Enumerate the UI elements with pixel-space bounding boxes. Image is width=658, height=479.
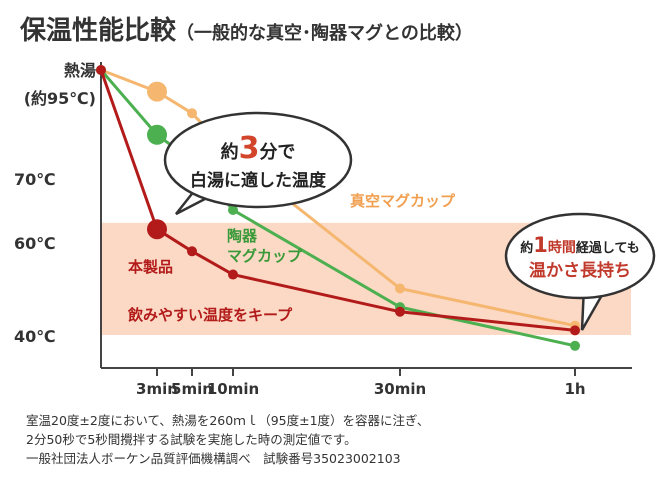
series-marker-large [147, 124, 167, 145]
product-label: 本製品 [128, 258, 173, 276]
footnote-line-1: 室温20度±2度において、熱湯を260ｍｌ（95度±1度）を容器に注ぎ、 [26, 413, 430, 428]
chart-subtitle: （一般的な真空･陶器マグとの比較） [176, 23, 473, 44]
footnote-line-3: 一般社団法人ボーケン品質評価機構調べ 試験番号35023002103 [26, 451, 401, 466]
bubble-line-1: 約3分で [221, 131, 296, 166]
x-tick-label: 30min [374, 380, 426, 398]
data-point [228, 269, 238, 280]
x-tick-label: 3min [136, 380, 178, 398]
y-tick-label: 70℃ [14, 170, 56, 189]
right-bubble-line-1: 約1時間経過しても [520, 233, 640, 257]
data-point [228, 205, 238, 215]
series-marker-large [147, 219, 167, 240]
keep-temperature-label: 飲みやすい温度をキープ [127, 306, 293, 324]
x-tick-label: 1h [564, 380, 585, 398]
bubble-tail-mask [199, 179, 225, 189]
y-tick-label: 60℃ [14, 234, 56, 253]
data-point [395, 283, 405, 294]
data-point [187, 108, 197, 119]
series-marker-large [147, 81, 167, 102]
chart-title: 保温性能比較（一般的な真空･陶器マグとの比較） [20, 10, 473, 47]
x-tick-label: 10min [207, 380, 259, 398]
y-start-label-line2: (約95℃) [24, 89, 96, 108]
right-bubble-tail-mask [585, 289, 605, 297]
series-line [99, 69, 576, 332]
x-tick-label: 5min [171, 380, 213, 398]
data-point [96, 65, 106, 75]
data-point [570, 325, 580, 336]
footnote-line-2: 2分50秒で5秒間攪拌する試験を実施した時の測定値です。 [26, 432, 357, 447]
right-callout-bubble [504, 212, 656, 300]
y-tick-label: 40℃ [14, 327, 56, 346]
vacuum-mug-label: 真空マグカップ [350, 192, 456, 210]
chart-title-main: 保温性能比較 [20, 16, 177, 46]
ceramic-mug-label-line2: マグカップ [227, 247, 303, 265]
data-point [187, 246, 197, 257]
data-point [395, 306, 405, 317]
right-bubble-line-2: 温かさ長持ち [529, 260, 631, 281]
y-start-label-line1: 熱湯 [64, 61, 96, 80]
bubble-line-2: 白湯に適した温度 [190, 170, 327, 191]
ceramic-mug-label-line1: 陶器 [227, 227, 258, 245]
data-point [570, 340, 580, 351]
